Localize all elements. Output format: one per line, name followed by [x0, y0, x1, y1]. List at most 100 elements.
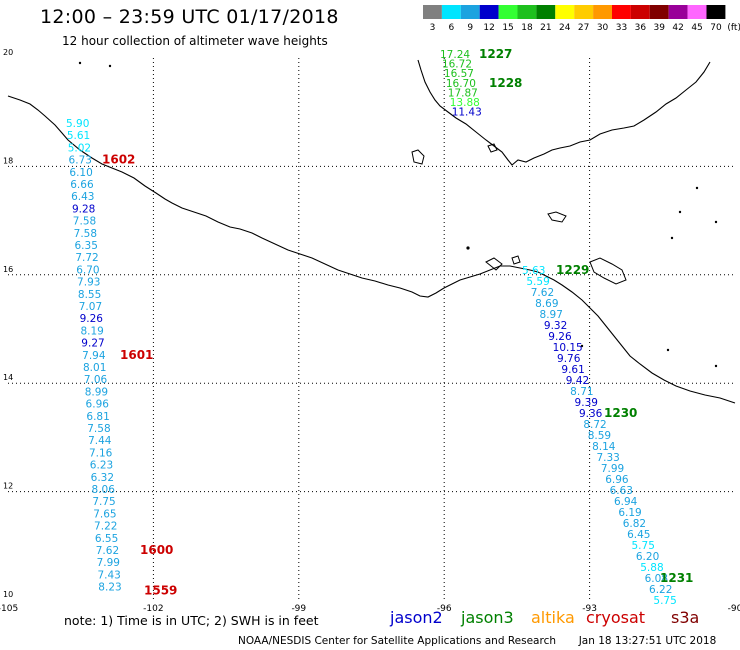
wave-height-value: 16.70: [446, 78, 476, 90]
color-scale-label: 45: [691, 23, 702, 33]
island-dot: [695, 186, 699, 190]
wave-height-value: 5.88: [640, 562, 663, 574]
wave-height-value: 5.02: [68, 142, 91, 154]
wave-height-value: 7.94: [82, 350, 106, 362]
pass-time-label: 1600: [140, 543, 173, 557]
color-scale-label: 15: [502, 23, 513, 33]
color-scale-swatch: [441, 5, 461, 19]
color-scale-swatch: [593, 5, 612, 19]
wave-height-value: 6.08: [645, 573, 668, 585]
footer-timestamp: Jan 18 13:27:51 UTC 2018: [578, 635, 717, 647]
wave-height-value: 7.58: [73, 216, 96, 228]
color-scale-label: 24: [559, 23, 571, 33]
wave-height-value: 10.15: [553, 342, 583, 354]
wave-height-value: 7.44: [88, 435, 112, 447]
x-tick-label: -90: [728, 604, 740, 614]
x-tick-label: -99: [291, 604, 306, 614]
y-tick-label: 12: [3, 482, 13, 491]
color-scale-label: 30: [597, 23, 609, 33]
wave-height-value: 6.94: [614, 496, 638, 508]
wave-height-value: 7.93: [77, 277, 100, 289]
island-dot: [108, 64, 112, 68]
wave-height-value: 7.58: [87, 423, 110, 435]
wave-height-value: 5.59: [526, 276, 549, 288]
wave-height-value: 11.43: [452, 107, 482, 119]
wave-height-value: 7.99: [601, 463, 624, 475]
wave-height-value: 9.26: [548, 331, 572, 343]
wave-height-value: 17.24: [440, 49, 470, 61]
color-scale-swatch: [649, 5, 669, 19]
color-scale-label: 33: [616, 23, 627, 33]
pass-time-label: 1231: [660, 571, 693, 585]
y-tick-label: 10: [3, 590, 13, 599]
color-scale-swatch: [630, 5, 650, 19]
wave-height-value: 6.63: [610, 485, 633, 497]
wave-height-value: 7.72: [75, 252, 98, 264]
wave-height-value: 9.26: [80, 313, 104, 325]
island-shape: [487, 143, 498, 153]
wave-height-value: 7.75: [92, 496, 115, 508]
wave-height-value: 6.19: [618, 507, 641, 519]
wave-height-value: 5.90: [66, 118, 89, 130]
island-shape: [589, 257, 627, 285]
wave-height-value: 6.43: [71, 191, 94, 203]
wave-height-value: 9.32: [544, 320, 567, 332]
wave-height-value: 6.81: [86, 411, 109, 423]
island-shape: [511, 255, 521, 265]
wave-height-value: 6.10: [69, 167, 92, 179]
satellite-legend-altika: altika: [531, 608, 575, 627]
wave-height-value: 8.69: [535, 298, 558, 310]
coastline: [7, 59, 736, 404]
color-scale-swatch: [668, 5, 688, 19]
altimeter-tracks: 5.905.615.026.736.106.666.439.287.587.58…: [66, 47, 693, 607]
pass-time-label: 1228: [489, 76, 522, 90]
pass-time-label: 1602: [102, 153, 135, 167]
wave-height-value: 16.57: [444, 68, 474, 80]
wave-height-value: 6.45: [627, 529, 650, 541]
wave-height-value: 6.66: [70, 179, 94, 191]
wave-height-value: 8.97: [540, 309, 563, 321]
y-tick-label: 14: [3, 373, 13, 382]
color-scale-label: 36: [635, 23, 647, 33]
island-dot: [78, 61, 82, 65]
track-cryosat: 5.905.615.026.736.106.666.439.287.587.58…: [66, 118, 177, 598]
pass-time-label: 1559: [144, 584, 177, 598]
wave-height-value: 9.42: [566, 375, 589, 387]
color-scale-swatch: [423, 5, 442, 19]
color-scale-swatch: [612, 5, 631, 19]
wave-height-value: 7.62: [96, 545, 119, 557]
color-scale-swatch: [479, 5, 499, 19]
wave-height-value: 13.88: [450, 97, 480, 109]
wave-height-value: 8.59: [588, 430, 611, 442]
color-scale-swatch: [687, 5, 707, 19]
wave-height-value: 6.96: [86, 399, 110, 411]
wave-height-value: 8.99: [85, 386, 108, 398]
wave-height-value: 6.82: [623, 518, 646, 530]
pass-time-label: 1601: [120, 348, 153, 362]
pass-time-label: 1229: [556, 263, 589, 277]
wave-height-value: 8.72: [583, 419, 606, 431]
footer: NOAA/NESDIS Center for Satellite Applica…: [238, 635, 716, 647]
wave-height-value: 6.22: [649, 584, 672, 596]
satellite-legend-s3a: s3a: [671, 608, 700, 627]
wave-height-value: 7.16: [89, 447, 113, 459]
color-scale-swatch: [706, 5, 726, 19]
wave-height-value: 7.33: [596, 452, 619, 464]
x-tick-label: -93: [582, 604, 597, 614]
wave-height-value: 5.63: [522, 265, 545, 277]
y-tick-label: 20: [3, 48, 13, 57]
coastline-gulf: [417, 59, 711, 166]
coastline-mexico-pacific: [7, 95, 736, 404]
color-scale-unit: (ft): [727, 23, 740, 33]
wave-height-value: 7.62: [531, 287, 554, 299]
wave-height-value: 9.76: [557, 353, 581, 365]
axis-tick-labels: -105 -102 -99 -96 -93 -90 20 18 16 14 12 10: [0, 48, 740, 614]
color-scale-label: 21: [540, 23, 551, 33]
wave-height-value: 8.71: [570, 386, 593, 398]
island-dot: [580, 344, 584, 348]
color-scale-swatch: [536, 5, 556, 19]
color-scale-swatch: [555, 5, 575, 19]
wave-height-value: 5.75: [632, 540, 655, 552]
wave-height-value: 16.72: [442, 59, 472, 71]
